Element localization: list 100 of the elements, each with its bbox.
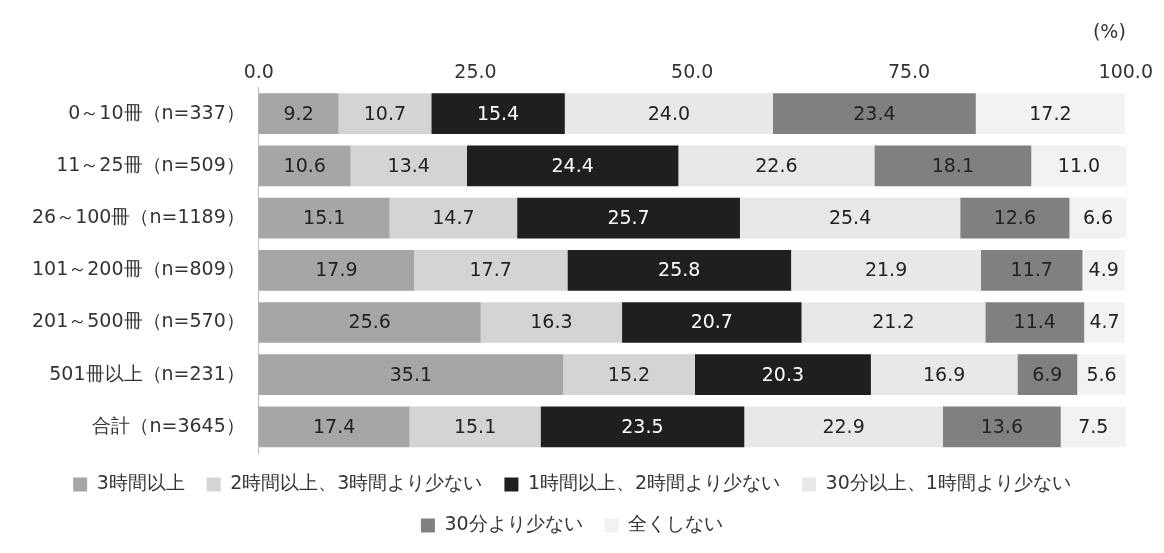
bar bbox=[567, 249, 792, 291]
data-label: 25.7 bbox=[607, 206, 650, 229]
data-label: 6.6 bbox=[1082, 206, 1114, 229]
bar bbox=[744, 406, 943, 448]
data-label: 12.6 bbox=[993, 206, 1036, 229]
bar bbox=[1082, 249, 1125, 291]
data-label: 9.2 bbox=[283, 101, 314, 124]
bar bbox=[258, 302, 481, 343]
bar bbox=[1084, 302, 1125, 343]
legend-label: 3時間以上 bbox=[96, 471, 185, 494]
bar bbox=[1060, 406, 1126, 448]
bar bbox=[409, 406, 541, 448]
data-label: 16.9 bbox=[923, 362, 966, 385]
bar bbox=[517, 197, 740, 239]
x-tick-label: 25.0 bbox=[454, 60, 497, 83]
bar bbox=[1017, 354, 1078, 396]
data-label: 7.5 bbox=[1078, 414, 1109, 437]
data-label: 17.7 bbox=[469, 258, 512, 281]
data-label: 4.9 bbox=[1088, 258, 1119, 281]
bar bbox=[480, 302, 623, 343]
bar bbox=[466, 145, 679, 187]
bar bbox=[801, 302, 986, 343]
data-label: 24.0 bbox=[647, 101, 691, 124]
data-label: 25.6 bbox=[348, 310, 391, 333]
data-label: 13.4 bbox=[387, 153, 430, 176]
bar bbox=[791, 249, 982, 291]
data-label: 21.9 bbox=[864, 258, 908, 281]
bar bbox=[1069, 197, 1127, 239]
data-label: 17.9 bbox=[315, 258, 358, 281]
bar bbox=[1077, 354, 1126, 396]
legend-label: 30分以上、1時間より少ない bbox=[825, 471, 1071, 494]
data-label: 20.3 bbox=[761, 362, 805, 385]
data-label: 14.7 bbox=[432, 206, 475, 229]
x-tick-label: 50.0 bbox=[671, 60, 714, 83]
data-label: 15.4 bbox=[476, 101, 520, 124]
bar bbox=[739, 197, 961, 239]
y-tick-label: 101～200冊（n=809） bbox=[31, 257, 245, 280]
x-axis-title: (%) bbox=[1092, 20, 1126, 43]
data-label: 25.4 bbox=[828, 206, 872, 229]
x-tick-label: 100.0 bbox=[1098, 60, 1154, 83]
bar bbox=[960, 197, 1070, 239]
bar bbox=[622, 302, 802, 343]
data-label: 22.6 bbox=[755, 153, 798, 176]
data-label: 23.5 bbox=[621, 414, 664, 437]
legend-label: 1時間以上、2時間より少ない bbox=[527, 471, 781, 494]
data-label: 4.7 bbox=[1089, 310, 1120, 333]
data-label: 22.9 bbox=[822, 414, 865, 437]
bar bbox=[1031, 145, 1127, 187]
legend-label: 全くしない bbox=[628, 512, 724, 535]
y-tick-label: 11～25冊（n=509） bbox=[56, 152, 245, 175]
data-label: 23.4 bbox=[853, 101, 896, 124]
bar bbox=[258, 93, 339, 135]
data-label: 11.7 bbox=[1010, 258, 1053, 281]
data-label: 20.7 bbox=[690, 310, 733, 333]
data-label: 18.1 bbox=[931, 153, 974, 176]
data-label: 16.3 bbox=[530, 310, 573, 333]
bar bbox=[985, 302, 1085, 343]
data-label: 6.9 bbox=[1032, 362, 1063, 385]
y-tick-label: 201～500冊（n=570） bbox=[31, 309, 245, 332]
bar bbox=[772, 93, 976, 135]
bar bbox=[338, 93, 432, 135]
bar bbox=[258, 406, 410, 448]
bar bbox=[678, 145, 875, 187]
data-label: 10.6 bbox=[283, 153, 326, 176]
y-tick-label: 0～10冊（n=337） bbox=[68, 100, 245, 123]
x-tick-label: 75.0 bbox=[887, 60, 931, 83]
y-tick-label: 合計（n=3645） bbox=[92, 413, 245, 436]
y-tick-label: 501冊以上（n=231） bbox=[49, 361, 245, 384]
data-label: 15.1 bbox=[453, 414, 497, 437]
bar bbox=[431, 93, 565, 135]
data-label: 25.8 bbox=[658, 258, 701, 281]
legend-label: 30分より少ない bbox=[444, 512, 583, 535]
data-label: 13.6 bbox=[980, 414, 1023, 437]
data-label: 17.4 bbox=[313, 414, 356, 437]
bar bbox=[564, 93, 773, 135]
data-label: 15.2 bbox=[607, 362, 651, 385]
bar bbox=[563, 354, 695, 396]
data-label: 11.4 bbox=[1013, 310, 1056, 333]
x-tick-label: 0.0 bbox=[243, 60, 274, 83]
bar bbox=[258, 354, 564, 396]
data-label: 35.1 bbox=[389, 362, 433, 385]
bar bbox=[258, 249, 414, 291]
data-label: 11.0 bbox=[1057, 153, 1101, 176]
legend-label: 2時間以上、3時間より少ない bbox=[230, 471, 483, 494]
bar bbox=[981, 249, 1083, 291]
data-label: 15.1 bbox=[303, 206, 346, 229]
data-label: 17.2 bbox=[1029, 101, 1072, 124]
bar bbox=[389, 197, 518, 239]
bar bbox=[975, 93, 1125, 135]
bar bbox=[870, 354, 1018, 396]
bar bbox=[942, 406, 1061, 448]
bar bbox=[350, 145, 467, 187]
bar bbox=[874, 145, 1032, 187]
bar bbox=[258, 197, 390, 239]
y-tick-label: 26～100冊（n=1189） bbox=[31, 205, 245, 228]
bar bbox=[413, 249, 568, 291]
data-label: 21.2 bbox=[872, 310, 915, 333]
data-label: 24.4 bbox=[551, 153, 594, 176]
bar bbox=[540, 406, 745, 448]
data-label: 10.7 bbox=[363, 101, 407, 124]
